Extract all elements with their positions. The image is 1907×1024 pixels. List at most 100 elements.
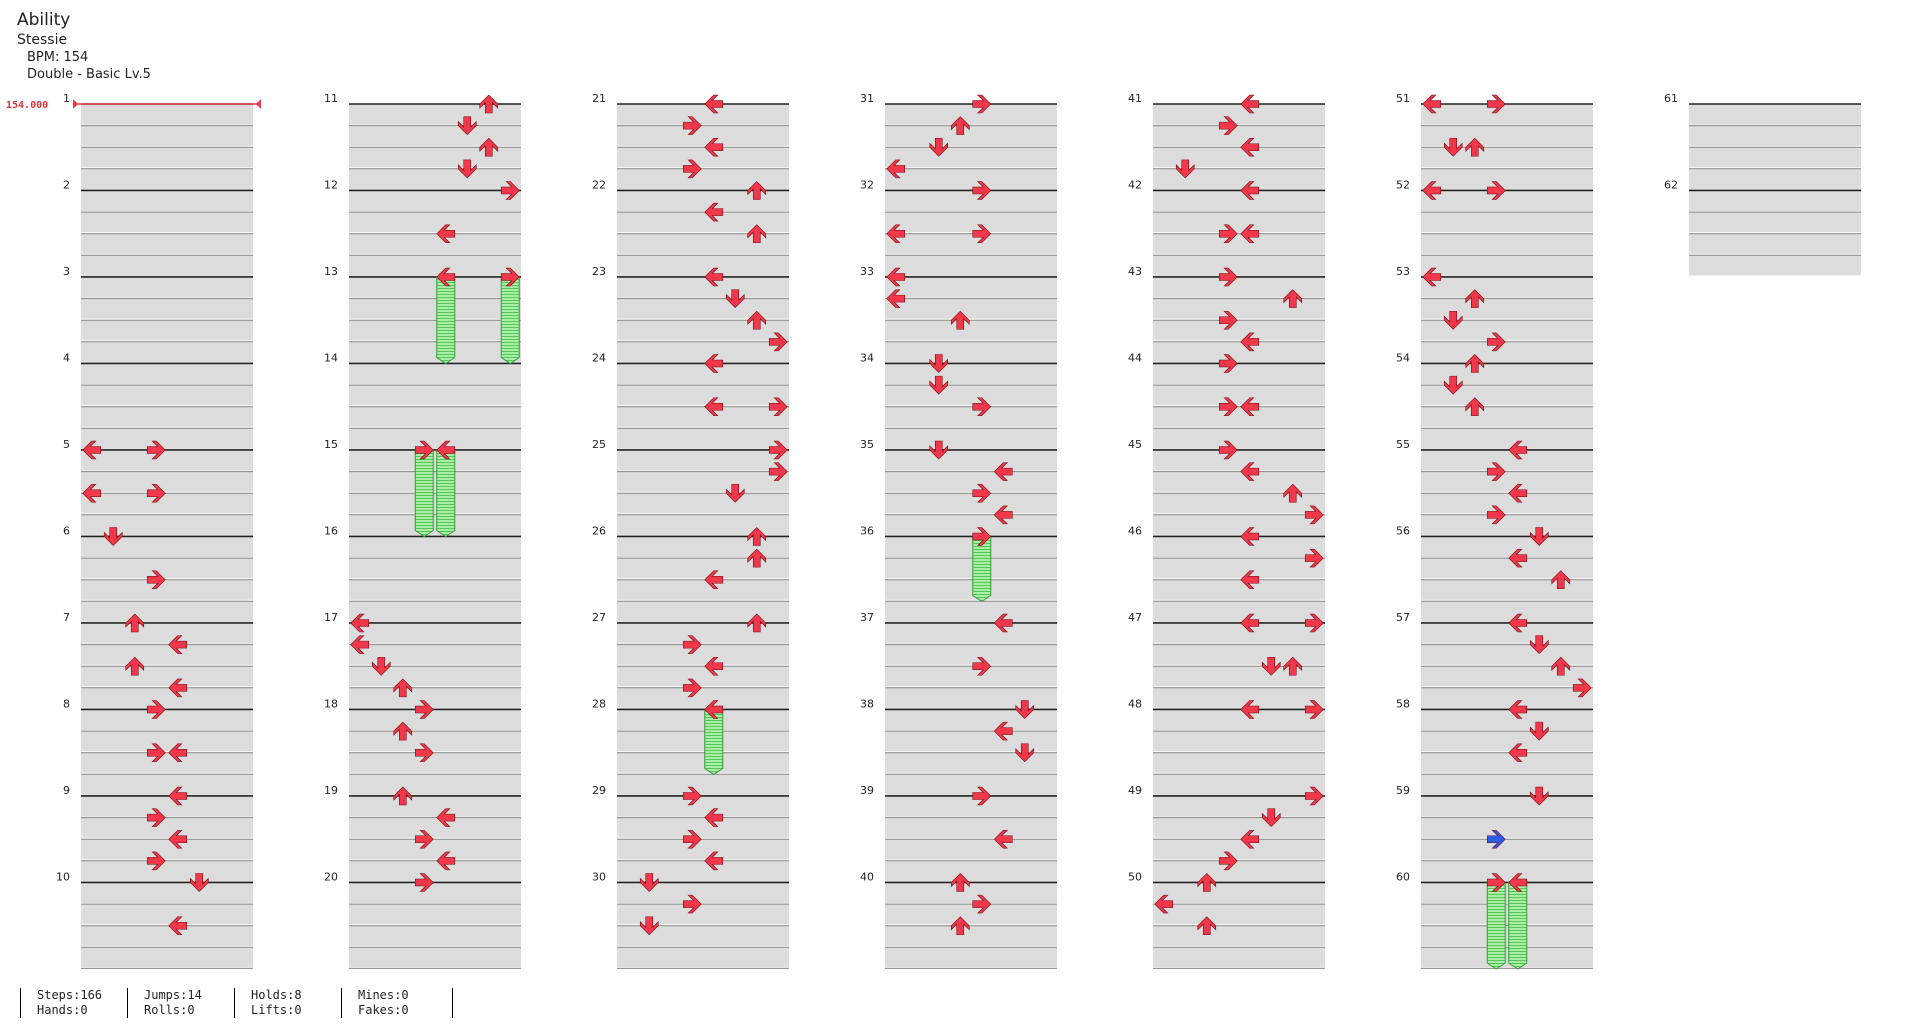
beat-stripe	[617, 450, 789, 471]
beat-stripe	[617, 146, 789, 168]
beat-stripe	[349, 600, 521, 622]
arrow-note-left	[1240, 397, 1260, 417]
beat-stripe	[617, 882, 789, 904]
arrow-note-right	[682, 894, 702, 914]
beat-stripe	[1153, 925, 1325, 946]
beat-stripe	[349, 406, 521, 427]
beat-stripe	[81, 254, 253, 276]
beat-stripe	[81, 903, 253, 925]
beat-stripe	[349, 384, 521, 406]
measure-number: 46	[1128, 525, 1142, 538]
beat-stripe	[349, 125, 521, 146]
arrow-note-right	[146, 570, 166, 590]
arrow-note-down	[639, 873, 659, 892]
beat-stripe	[81, 882, 253, 904]
measure-stripes	[81, 104, 1861, 968]
arrow-note-left	[1422, 94, 1442, 114]
beat-stripe	[617, 319, 789, 341]
arrow-note-left	[82, 440, 102, 460]
measure-number: 24	[592, 352, 606, 365]
arrow-note-up	[1465, 289, 1485, 308]
beat-stripe	[617, 817, 789, 838]
arrow-note-right	[1486, 873, 1506, 892]
arrow-note-right	[972, 94, 992, 114]
beat-stripe	[885, 925, 1057, 946]
beat-stripe	[1421, 406, 1593, 427]
arrow-note-up	[1283, 289, 1303, 308]
arrow-note-left	[1240, 527, 1260, 546]
arrow-note-left	[168, 743, 188, 763]
arrow-note-right	[1218, 354, 1238, 373]
beat-stripe	[1421, 838, 1593, 860]
beat-stripe	[1421, 384, 1593, 406]
measure-number: 43	[1128, 265, 1142, 278]
arrow-note-left	[436, 808, 456, 827]
arrow-note-right	[1486, 462, 1506, 481]
beat-stripe	[1153, 211, 1325, 233]
beat-stripe	[1153, 882, 1325, 904]
beat-stripe	[617, 600, 789, 622]
beat-stripe	[1153, 277, 1325, 298]
measure-number: 28	[592, 698, 606, 711]
measure-number: 45	[1128, 438, 1142, 451]
beat-stripe	[81, 277, 253, 298]
arrow-note-right	[972, 224, 992, 244]
beat-stripe	[1421, 796, 1593, 817]
beat-stripe	[617, 168, 789, 189]
beat-stripe	[885, 600, 1057, 622]
beat-stripe	[885, 168, 1057, 189]
arrow-note-left	[993, 505, 1013, 525]
beat-stripe	[617, 579, 789, 600]
arrow-note-left	[1508, 440, 1528, 460]
beat-stripe	[617, 514, 789, 535]
arrow-note-right	[1218, 440, 1238, 460]
arrow-note-left	[436, 267, 456, 287]
beat-stripe	[81, 492, 253, 514]
beat-stripe	[1153, 104, 1325, 125]
beat-stripe	[1421, 514, 1593, 535]
arrow-note-up	[747, 224, 767, 244]
arrow-note-right	[146, 851, 166, 871]
beat-stripe	[885, 860, 1057, 881]
beat-stripe	[81, 427, 253, 449]
arrow-note-down	[103, 527, 123, 546]
beat-stripe	[1421, 557, 1593, 579]
arrow-note-down	[1443, 137, 1463, 157]
beat-stripe	[885, 579, 1057, 600]
arrow-note-right	[682, 829, 702, 849]
beat-stripe	[1421, 168, 1593, 189]
beat-stripe	[885, 211, 1057, 233]
beat-stripe	[1153, 298, 1325, 319]
beat-stripe	[1421, 687, 1593, 708]
beat-stripe	[1153, 903, 1325, 925]
song-title: Ability	[17, 10, 71, 30]
beat-stripe	[885, 882, 1057, 904]
arrow-note-down	[1175, 159, 1195, 179]
arrow-note-down	[1443, 375, 1463, 395]
arrow-note-right	[1486, 94, 1506, 114]
arrow-note-up	[125, 656, 145, 676]
arrow-note-up	[1283, 483, 1303, 503]
measure-number: 8	[63, 698, 70, 711]
stat-group-jumps: Jumps:14 Rolls:0	[127, 988, 234, 1018]
beat-stripe	[1421, 254, 1593, 276]
hold-note	[972, 536, 992, 602]
step-chart: 154.000 12345678910111213141516171819202…	[6, 92, 1861, 970]
beat-stripe	[617, 277, 789, 298]
arrow-note-down	[929, 137, 949, 157]
measure-number: 2	[63, 179, 70, 192]
measure-number: 22	[592, 179, 606, 192]
beat-stripe	[1153, 168, 1325, 189]
beat-stripe	[1421, 190, 1593, 212]
beat-stripe	[1153, 536, 1325, 558]
beat-stripe	[1153, 752, 1325, 773]
beat-stripe	[885, 104, 1057, 125]
stat-group-holds: Holds:8 Lifts:0	[234, 988, 341, 1018]
arrow-note-up	[747, 310, 767, 330]
hold-note	[704, 709, 724, 775]
arrow-note-left	[704, 94, 724, 114]
arrow-note-right	[1304, 700, 1324, 719]
hands-count: Hands:0	[37, 1003, 88, 1017]
beat-stripe	[81, 665, 253, 687]
arrow-note-left	[886, 289, 906, 308]
